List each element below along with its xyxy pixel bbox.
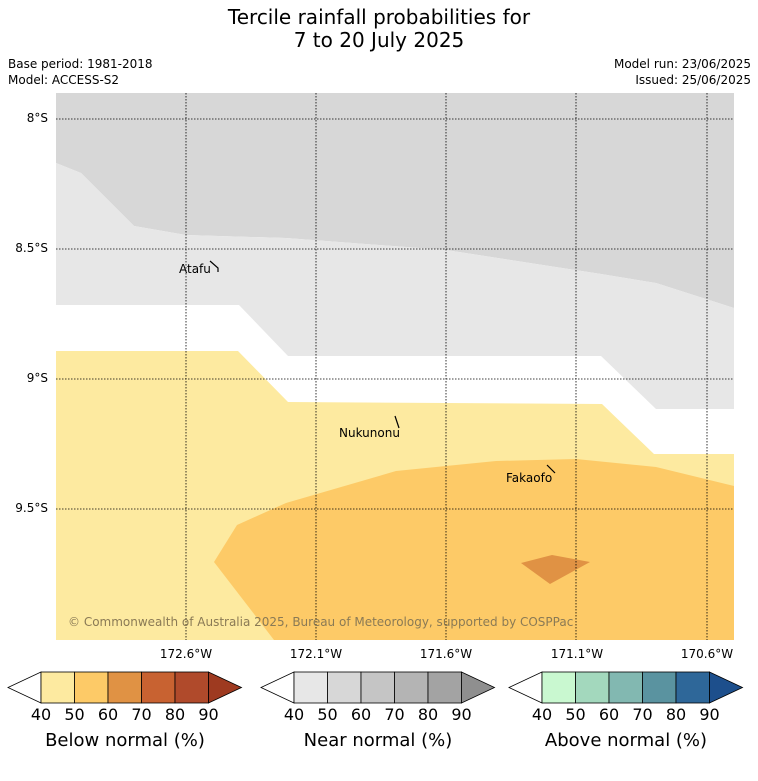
- colorbar-below-normal-tick: 50: [64, 705, 85, 724]
- colorbar-near-normal-segment: [327, 671, 362, 704]
- lat-label-8-5s: 8.5°S: [15, 241, 48, 255]
- colorbar-near-normal-segment: [394, 671, 429, 704]
- model-run-date: Model run: 23/06/2025: [613, 57, 751, 71]
- colorbar-below-normal-segment: [107, 671, 142, 704]
- colorbar-below-normal-over-segment: [208, 671, 243, 704]
- lon-label-171-6w: 171.6°W: [419, 647, 473, 661]
- lon-label-172-1w: 172.1°W: [289, 647, 343, 661]
- colorbar-near-normal-tick: 60: [350, 705, 372, 724]
- colorbar-title-near-normal: Near normal (%): [303, 730, 453, 751]
- colorbar-below-normal-tick: 80: [164, 705, 186, 724]
- colorbar-above-normal-segment: [608, 671, 643, 704]
- colorbar-near-normal-tick: 50: [317, 705, 338, 724]
- colorbar-above-normal: [508, 671, 744, 704]
- lat-label-8s: 8°S: [26, 111, 48, 125]
- nukunonu-atoll: [394, 415, 400, 429]
- colorbar-above-normal-tick: 50: [565, 705, 586, 724]
- colorbar-above-normal-segment: [541, 671, 576, 704]
- colorbar-below-normal-tick: 90: [198, 705, 219, 724]
- colorbar-above-normal-segment: [575, 671, 610, 704]
- colorbar-near-normal-under-segment: [260, 671, 295, 704]
- colorbar-below-normal-segment: [174, 671, 209, 704]
- below-normal-50-60-region: [214, 459, 734, 640]
- place-label-nukunonu: Nukunonu: [339, 426, 400, 440]
- lon-label-171-1w: 171.1°W: [550, 647, 604, 661]
- lon-label-170-6w: 170.6°W: [680, 647, 734, 661]
- colorbar-above-normal-tick: 70: [632, 705, 653, 724]
- atafu-atoll: [209, 260, 219, 272]
- colorbar-above-normal-tick: 80: [665, 705, 687, 724]
- colorbar-title-below-normal: Below normal (%): [45, 730, 205, 751]
- colorbar-near-normal-tick: 40: [283, 705, 305, 724]
- colorbar-near-normal-segment: [360, 671, 395, 704]
- colorbar-below-normal-segment: [40, 671, 75, 704]
- colorbar-below-normal-under-segment: [7, 671, 42, 704]
- colorbar-near-normal-segment: [293, 671, 328, 704]
- colorbar-below-normal-tick: 60: [97, 705, 119, 724]
- below-normal-60-70-region: [521, 555, 590, 584]
- colorbar-below-normal-segment: [74, 671, 109, 704]
- colorbar-title-above-normal: Above normal (%): [544, 730, 708, 751]
- near-normal-40-50-region: [56, 163, 734, 409]
- lat-label-9s: 9°S: [26, 371, 48, 385]
- graticule: [56, 93, 734, 640]
- model-name: Model: ACCESS-S2: [8, 73, 120, 87]
- colorbar-near-normal-over-segment: [461, 671, 496, 704]
- colorbar-above-normal-over-segment: [709, 671, 744, 704]
- colorbar-above-normal-tick: 60: [598, 705, 620, 724]
- base-period: Base period: 1981-2018: [8, 57, 153, 71]
- colorbar-below-normal: [7, 671, 243, 704]
- rainfall-probability-map: Atafu Nukunonu Fakaofo © Commonwealth of…: [56, 93, 734, 640]
- colorbar-above-normal-tick: 40: [531, 705, 553, 724]
- map-canvas: Atafu Nukunonu Fakaofo © Commonwealth of…: [56, 93, 734, 640]
- place-label-atafu: Atafu: [179, 262, 211, 276]
- colorbar-near-normal-tick: 70: [384, 705, 405, 724]
- lon-label-172-6w: 172.6°W: [159, 647, 213, 661]
- place-label-fakaofo: Fakaofo: [506, 471, 552, 485]
- colorbar-below-normal-segment: [141, 671, 176, 704]
- colorbar-near-normal-segment: [427, 671, 462, 704]
- colorbars: [7, 671, 744, 704]
- near-normal-50-60-region: [56, 93, 734, 308]
- copyright-notice: © Commonwealth of Australia 2025, Bureau…: [68, 615, 573, 629]
- colorbar-near-normal: [260, 671, 496, 704]
- colorbar-above-normal-under-segment: [508, 671, 543, 704]
- colorbar-near-normal-tick: 80: [417, 705, 439, 724]
- lat-label-9-5s: 9.5°S: [15, 501, 48, 515]
- colorbar-above-normal-segment: [642, 671, 677, 704]
- map-title-line2: 7 to 20 July 2025: [293, 28, 465, 52]
- issued-date: Issued: 25/06/2025: [635, 73, 751, 87]
- colorbar-near-normal-tick: 90: [451, 705, 472, 724]
- map-title-line1: Tercile rainfall probabilities for: [227, 5, 531, 29]
- colorbar-above-normal-tick: 90: [699, 705, 720, 724]
- colorbar-above-normal-segment: [675, 671, 710, 704]
- colorbar-below-normal-tick: 70: [131, 705, 152, 724]
- colorbar-below-normal-tick: 40: [30, 705, 52, 724]
- fakaofo-atoll: [546, 464, 556, 474]
